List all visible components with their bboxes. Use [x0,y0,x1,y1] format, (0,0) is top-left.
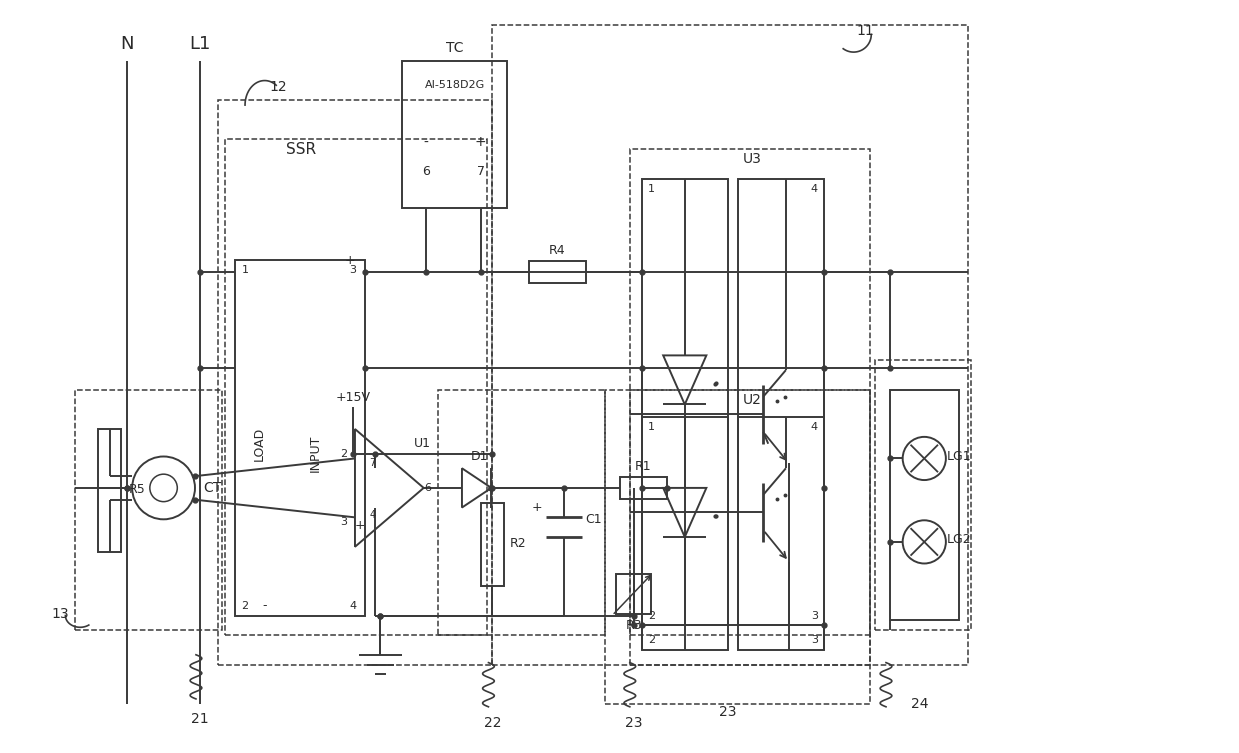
Text: 1: 1 [242,265,249,275]
Text: LG1: LG1 [947,450,971,463]
Bar [642,417,729,625]
Bar [225,139,487,635]
Text: 21: 21 [191,712,208,726]
Bar [98,429,121,552]
Text: 3: 3 [349,265,357,275]
Text: 11: 11 [856,25,875,38]
Text: U2: U2 [743,392,762,407]
Text: LG2: LG2 [947,533,971,547]
Bar [890,390,959,620]
Bar [76,390,223,630]
Text: 4: 4 [810,422,818,432]
Bar [629,390,870,635]
Text: -: - [424,136,429,149]
Bar [403,61,507,208]
Text: +: + [475,136,487,149]
Bar [439,390,606,635]
Text: 3: 3 [810,611,818,620]
Text: 23: 23 [719,705,737,718]
Bar [737,417,824,625]
Bar [642,178,729,650]
Text: U3: U3 [743,152,762,166]
Text: C1: C1 [586,513,602,526]
Text: 22: 22 [483,717,501,730]
Text: 12: 12 [270,81,287,94]
Text: 2: 2 [648,611,655,620]
Text: -: - [263,599,266,612]
Text: +15V: +15V [336,391,370,404]
Bar [606,390,870,704]
Text: 1: 1 [648,184,655,194]
Text: +: + [344,254,356,267]
Text: U1: U1 [414,437,431,450]
Bar [218,100,492,665]
Text: 6: 6 [424,483,431,493]
Text: 2: 2 [339,449,347,459]
Bar [492,25,969,665]
Bar [875,360,971,630]
Text: 2: 2 [648,635,655,645]
Text: +: + [532,501,541,514]
Text: 4: 4 [349,601,357,611]
Text: 1: 1 [648,422,655,432]
Bar [481,503,504,586]
Text: +: + [354,519,366,532]
Bar [616,575,652,614]
Text: R5: R5 [129,483,146,496]
Text: TC: TC [446,41,463,55]
Text: R4: R4 [549,244,565,257]
Text: R1: R1 [636,460,652,473]
Text: N: N [120,35,134,53]
Bar [620,477,667,498]
Text: 3: 3 [810,635,818,645]
Bar [529,261,586,283]
Bar [737,178,824,650]
Text: 4: 4 [369,511,375,520]
Text: AI-518D2G: AI-518D2G [425,81,486,90]
Text: LOAD: LOAD [253,427,265,461]
Text: 4: 4 [810,184,818,194]
Text: 23: 23 [624,717,643,730]
Text: 6: 6 [421,166,430,178]
Text: 7: 7 [477,166,484,178]
Text: 3: 3 [341,517,347,527]
Text: L1: L1 [190,35,211,53]
Text: INPUT: INPUT [310,435,322,472]
Text: R3: R3 [626,619,642,632]
Bar [235,261,364,615]
Text: 13: 13 [52,607,69,620]
Text: SSR: SSR [286,142,316,157]
Text: 24: 24 [911,697,928,711]
Text: 7: 7 [369,459,375,468]
Text: 2: 2 [242,601,249,611]
Text: CT: CT [203,481,221,495]
Text: D1: D1 [471,450,488,463]
Text: R2: R2 [510,538,527,550]
Bar [629,149,870,665]
